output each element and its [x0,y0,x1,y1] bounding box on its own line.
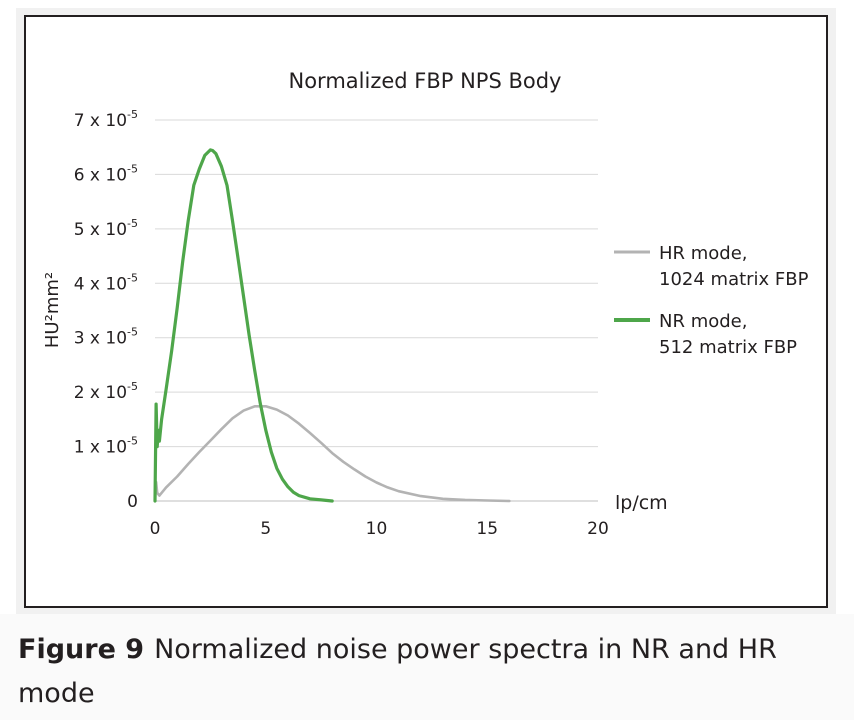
y-tick-label: 1 x 10-5 [74,435,138,458]
x-tick-label: 15 [476,519,498,539]
series-line-nr-mode [153,148,334,503]
y-tick-label: 5 x 10-5 [74,217,138,240]
caption-background [0,614,854,720]
x-tick-label: 10 [366,519,388,539]
y-axis-label: HU²mm² [42,272,63,348]
y-tick-label: 4 x 10-5 [74,271,138,294]
legend-label: 1024 matrix FBP [659,269,809,290]
figure-caption: Figure 9 Normalized noise power spectra i… [18,628,818,716]
x-tick-label: 5 [260,519,271,539]
x-tick-label: 0 [150,519,161,539]
legend-label: HR mode, [659,243,748,264]
legend-label: 512 matrix FBP [659,337,797,358]
x-axis-label: lp/cm [615,492,668,514]
figure-caption-text: Normalized noise power spectra in NR and… [18,634,777,709]
y-tick-label: 0 [127,492,138,512]
y-tick-label: 3 x 10-5 [74,326,138,349]
legend-label: NR mode, [659,311,747,332]
chart-title: Normalized FBP NPS Body [289,69,562,93]
chart-frame [24,15,828,608]
y-tick-label: 6 x 10-5 [74,162,138,185]
y-tick-label: 7 x 10-5 [74,108,138,131]
series-line-hr-mode [153,404,511,503]
y-tick-label: 2 x 10-5 [74,380,138,403]
x-tick-label: 20 [587,519,609,539]
figure-label: Figure 9 [18,634,145,665]
